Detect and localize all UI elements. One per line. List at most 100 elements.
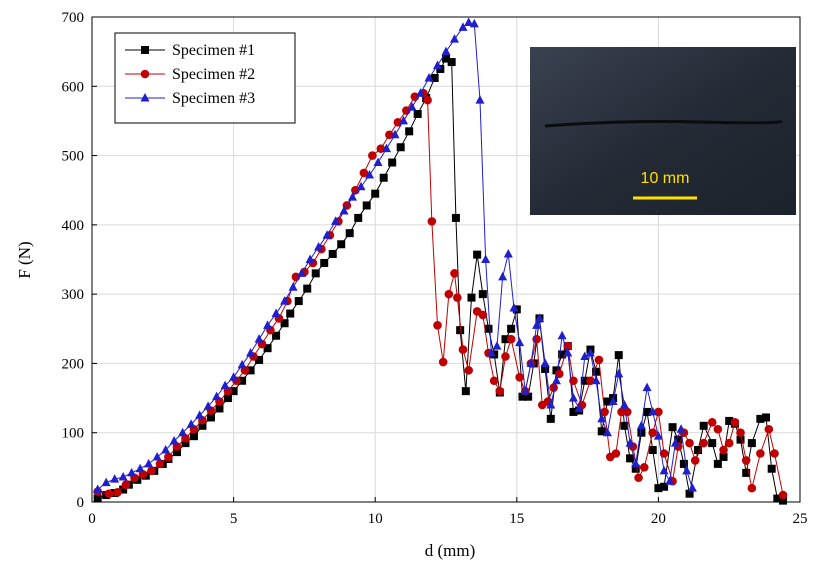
- marker: [580, 376, 589, 385]
- marker: [625, 438, 635, 447]
- marker: [413, 110, 422, 118]
- marker: [104, 489, 114, 498]
- marker: [189, 432, 198, 441]
- x-tick-label: 25: [793, 511, 808, 527]
- marker: [540, 358, 550, 367]
- marker: [127, 467, 137, 477]
- series: [93, 17, 697, 494]
- marker: [653, 431, 663, 440]
- marker: [779, 496, 788, 505]
- marker: [495, 386, 505, 396]
- marker: [634, 473, 643, 483]
- marker: [685, 489, 694, 498]
- marker: [286, 309, 295, 318]
- y-axis-label: F (N): [15, 241, 34, 278]
- marker: [441, 46, 451, 56]
- marker: [328, 249, 337, 258]
- marker: [280, 319, 289, 328]
- marker: [229, 387, 238, 396]
- marker: [469, 18, 479, 28]
- marker: [501, 335, 510, 344]
- marker: [351, 185, 360, 195]
- marker: [713, 424, 723, 434]
- x-tick-label: 10: [368, 511, 383, 527]
- marker: [597, 427, 606, 436]
- marker: [741, 456, 751, 465]
- marker: [654, 484, 663, 493]
- marker: [580, 351, 590, 360]
- marker: [648, 406, 658, 416]
- y-tick-label: 100: [62, 426, 85, 442]
- marker: [203, 401, 213, 410]
- marker: [320, 258, 329, 267]
- plot-frame: [91, 16, 801, 503]
- marker: [622, 407, 632, 417]
- marker: [767, 464, 776, 473]
- marker: [373, 157, 383, 166]
- marker: [742, 468, 751, 477]
- marker: [620, 421, 629, 430]
- marker: [626, 454, 635, 463]
- marker: [464, 366, 473, 375]
- y-tick-label: 0: [77, 495, 85, 511]
- y-tick-label: 300: [62, 287, 85, 303]
- marker: [186, 419, 196, 428]
- marker: [246, 348, 256, 357]
- marker: [506, 334, 516, 344]
- marker: [246, 366, 255, 375]
- marker: [597, 413, 607, 423]
- marker: [135, 463, 145, 473]
- marker: [456, 326, 465, 335]
- marker: [152, 451, 162, 461]
- marker: [215, 404, 224, 413]
- marker: [699, 421, 708, 430]
- marker: [430, 73, 439, 82]
- crack: [544, 119, 784, 128]
- marker: [591, 375, 601, 385]
- y-tick-label: 400: [62, 218, 85, 234]
- marker: [198, 421, 207, 430]
- marker: [140, 93, 150, 102]
- marker: [356, 181, 366, 191]
- marker: [155, 459, 165, 469]
- marker: [608, 396, 618, 406]
- marker: [405, 127, 414, 136]
- marker: [762, 413, 771, 422]
- marker: [467, 293, 476, 302]
- marker: [501, 352, 510, 361]
- legend-label: Specimen #1: [172, 42, 255, 59]
- marker: [272, 331, 281, 340]
- marker: [756, 449, 765, 458]
- marker: [294, 297, 303, 306]
- marker: [93, 484, 103, 494]
- marker: [736, 428, 745, 438]
- marker: [396, 143, 405, 152]
- marker: [140, 69, 150, 79]
- marker: [433, 60, 443, 69]
- marker: [639, 463, 649, 472]
- marker: [563, 341, 573, 351]
- marker: [546, 400, 556, 409]
- marker: [648, 428, 658, 438]
- marker: [563, 348, 573, 357]
- marker: [707, 418, 717, 427]
- marker: [685, 438, 694, 448]
- marker: [674, 435, 683, 444]
- marker: [169, 436, 179, 445]
- marker: [280, 296, 290, 305]
- marker: [407, 102, 417, 111]
- marker: [458, 345, 468, 354]
- marker: [119, 485, 128, 494]
- marker: [660, 482, 669, 491]
- marker: [602, 427, 612, 437]
- marker: [427, 217, 437, 226]
- marker: [451, 213, 460, 222]
- marker: [736, 435, 745, 444]
- marker: [461, 387, 470, 396]
- marker: [444, 289, 454, 299]
- marker: [255, 355, 264, 364]
- inset-photo: 10 mm: [530, 47, 796, 215]
- marker: [447, 58, 456, 67]
- marker: [345, 229, 354, 238]
- marker: [614, 351, 623, 360]
